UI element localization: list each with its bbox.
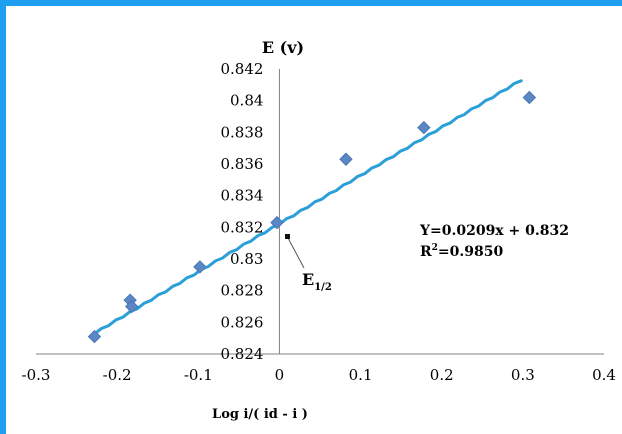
e-half-arrow-head [285, 234, 290, 239]
y-tick-label: 0.828 [220, 282, 263, 300]
y-tick-label: 0.834 [220, 187, 263, 205]
x-tick-label: 0.2 [430, 366, 454, 384]
x-tick-label: 0.1 [349, 366, 373, 384]
data-point [87, 329, 102, 344]
data-point [339, 152, 353, 166]
data-point [125, 299, 139, 314]
equation-label: Y=0.0209x + 0.832 [419, 223, 569, 239]
x-tick-label: 0 [275, 366, 285, 384]
tick-labels: 0.824 0.826 0.828 0.83 0.832 0.834 0.836 0.838 0… [22, 60, 616, 384]
r-squared-superscript: 2 [432, 243, 438, 253]
x-tick-label: 0.4 [592, 366, 616, 384]
y-tick-label: 0.826 [220, 313, 263, 331]
y-tick-label: 0.838 [220, 123, 263, 141]
y-tick-label: 0.842 [220, 60, 263, 78]
frame-top-border [0, 0, 622, 6]
y-axis-label: E (v) [262, 38, 304, 57]
data-point [417, 120, 431, 135]
r-squared-value: =0.9850 [438, 244, 504, 260]
e-half-arrow-line [287, 237, 305, 269]
y-tick-label: 0.832 [220, 218, 263, 236]
axes [36, 69, 604, 355]
data-point [270, 215, 284, 230]
e-half-label: E1/2 [302, 270, 332, 293]
data-point [193, 260, 207, 274]
r-squared-prefix: R [420, 244, 432, 260]
y-tick-label: 0.84 [230, 92, 263, 110]
e-half-main: E [302, 270, 314, 289]
x-axis-label: Log i/( id - i ) [212, 407, 308, 422]
y-tick-label: 0.824 [220, 345, 263, 363]
x-tick-label: -0.1 [184, 366, 213, 384]
y-tick-label: 0.836 [220, 155, 263, 173]
fit-line [92, 79, 523, 336]
frame-left-border [0, 0, 6, 434]
fit-line-group [92, 79, 523, 336]
data-point [522, 90, 537, 105]
x-tick-label: -0.3 [22, 366, 51, 384]
e-half-subscript: 1/2 [314, 282, 332, 293]
r-squared-label: R2=0.9850 [420, 243, 503, 260]
x-tick-label: 0.3 [511, 366, 535, 384]
y-tick-label: 0.83 [230, 250, 263, 268]
x-tick-label: -0.2 [103, 366, 132, 384]
data-points [87, 90, 537, 344]
